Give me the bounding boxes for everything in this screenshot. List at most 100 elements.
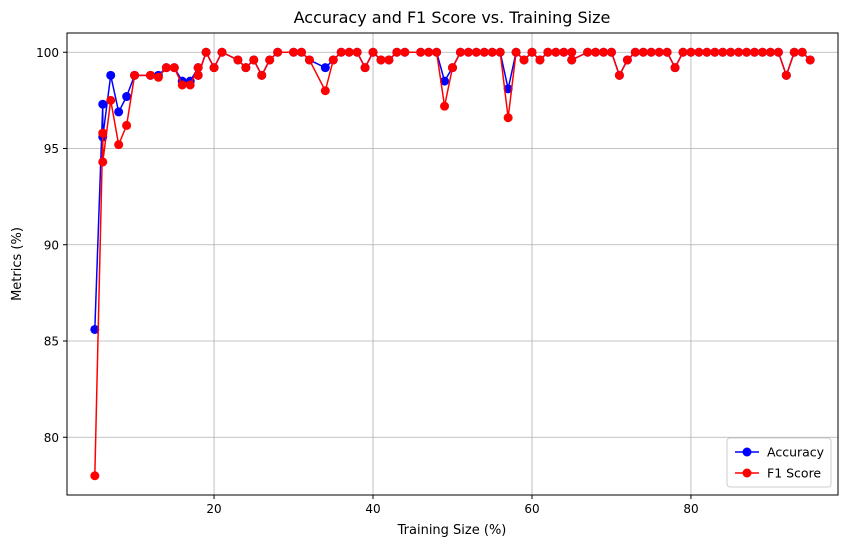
y-tick-label: 85 [44, 335, 59, 349]
data-point [495, 47, 505, 57]
data-point [567, 47, 577, 57]
y-axis: 80 85 90 95 100 [36, 46, 67, 445]
data-point [448, 63, 457, 73]
data-point [750, 47, 760, 57]
data-point [797, 47, 807, 57]
y-tick-label: 90 [44, 238, 59, 252]
data-point [98, 157, 108, 167]
data-point [670, 63, 680, 73]
data-point [789, 47, 799, 57]
data-point [440, 76, 450, 86]
data-point [646, 47, 656, 57]
data-point [376, 55, 386, 65]
y-axis-label: Metrics (%) [10, 227, 25, 301]
data-point [551, 47, 561, 57]
y-tick-label: 100 [36, 46, 59, 60]
data-point [765, 47, 775, 57]
data-point [122, 92, 132, 102]
data-point [114, 140, 124, 150]
data-point [217, 47, 227, 57]
data-point [757, 47, 767, 57]
data-point [630, 47, 640, 57]
data-point [193, 70, 203, 80]
data-point [384, 55, 394, 65]
data-point [686, 47, 696, 57]
data-point [289, 47, 299, 57]
data-point [519, 55, 529, 65]
x-axis: 20 40 60 80 [206, 495, 699, 516]
data-point [336, 47, 346, 57]
data-point [742, 47, 752, 57]
data-point [360, 63, 370, 73]
data-point [122, 120, 132, 130]
plot-frame [66, 32, 839, 496]
data-point [368, 47, 378, 57]
data-point [114, 107, 124, 117]
data-point [678, 47, 688, 57]
legend-swatch-marker [742, 468, 752, 478]
data-point [535, 55, 545, 65]
data-point [257, 70, 267, 80]
data-point [352, 47, 362, 57]
data-point [654, 47, 664, 57]
data-point [614, 70, 624, 80]
data-point [805, 55, 815, 65]
legend-box [726, 437, 832, 488]
x-tick-label: 40 [365, 502, 380, 516]
data-point [591, 47, 601, 57]
data-point [662, 47, 672, 57]
data-point [241, 63, 251, 73]
data-point [90, 324, 100, 334]
data-point [161, 63, 171, 73]
data-point [559, 47, 569, 57]
data-point [471, 47, 481, 57]
data-point [328, 55, 338, 65]
data-point [249, 55, 259, 65]
data-point [90, 471, 100, 481]
series-group [90, 47, 815, 481]
data-point [233, 55, 243, 65]
data-point [185, 80, 195, 90]
data-point [392, 47, 402, 57]
data-point [432, 47, 442, 57]
chart-title: Accuracy and F1 Score vs. Training Size [294, 8, 611, 27]
data-point [320, 63, 330, 73]
data-point [424, 47, 434, 57]
data-point [304, 55, 314, 65]
legend-label: F1 Score [767, 466, 821, 481]
x-tick-label: 20 [206, 502, 221, 516]
y-tick-label: 95 [44, 142, 59, 156]
data-point [153, 72, 163, 82]
x-tick-label: 60 [524, 502, 539, 516]
data-point [145, 70, 155, 80]
data-point [455, 47, 465, 57]
data-point [265, 55, 275, 65]
y-tick-label: 80 [44, 431, 59, 445]
data-point [543, 47, 553, 57]
data-point [98, 99, 108, 109]
data-point [106, 95, 116, 105]
data-point [638, 47, 648, 57]
data-point [710, 47, 720, 57]
data-point [503, 84, 513, 94]
data-point [567, 55, 577, 65]
data-point [201, 47, 211, 57]
data-point [344, 47, 354, 57]
data-point [177, 80, 187, 90]
data-point [463, 47, 473, 57]
data-point [599, 47, 609, 57]
data-point [622, 55, 632, 65]
legend: Accuracy F1 Score [726, 437, 832, 488]
data-point [487, 47, 497, 57]
data-point [296, 47, 306, 57]
data-point [527, 47, 537, 57]
data-point [400, 47, 410, 57]
data-point [583, 47, 593, 57]
x-tick-label: 80 [683, 502, 698, 516]
data-point [169, 63, 179, 73]
legend-swatch-marker [742, 447, 752, 457]
legend-label: Accuracy [767, 445, 825, 460]
data-point [511, 47, 521, 57]
